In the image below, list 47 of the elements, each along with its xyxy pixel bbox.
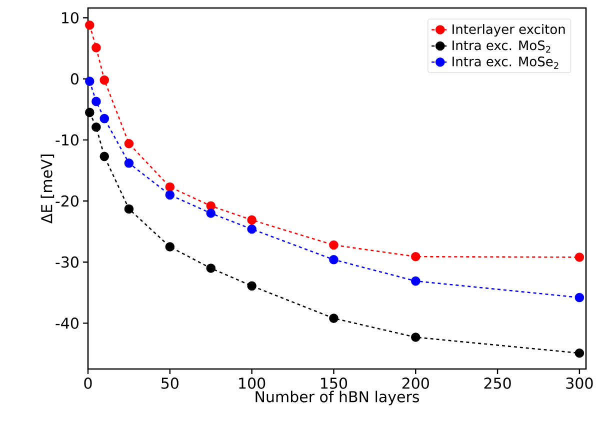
legend-label: Intra exc. MoS$_{2}$ xyxy=(452,40,550,53)
point xyxy=(329,314,338,323)
point xyxy=(206,208,216,218)
point xyxy=(329,255,338,264)
point xyxy=(247,224,256,234)
x-tick-label: 100 xyxy=(239,378,266,389)
point xyxy=(92,96,101,106)
point xyxy=(247,281,256,291)
y-tick-label: 10 xyxy=(62,12,78,24)
point xyxy=(247,215,256,225)
point xyxy=(165,190,175,200)
y-axis-title: ΔE [meV] xyxy=(40,154,54,224)
point xyxy=(124,204,134,214)
y-tick-label: -30 xyxy=(56,256,78,268)
point xyxy=(84,108,94,118)
point xyxy=(165,242,175,252)
point xyxy=(574,348,584,358)
x-tick-label: 250 xyxy=(484,378,511,389)
point xyxy=(100,114,110,124)
point xyxy=(574,292,584,302)
x-tick-label: 200 xyxy=(402,378,429,389)
x-tick-label: 50 xyxy=(162,378,178,389)
y-tick-label: 0 xyxy=(70,73,78,85)
legend-label: Interlayer exciton xyxy=(452,24,565,37)
x-axis-title: Number of hBN layers xyxy=(256,390,419,406)
point xyxy=(124,158,134,168)
point xyxy=(410,252,420,262)
x-tick-label: 150 xyxy=(321,378,348,389)
point xyxy=(206,264,216,273)
point xyxy=(410,332,420,342)
point xyxy=(84,20,94,30)
point xyxy=(100,152,110,162)
point xyxy=(165,182,175,192)
point xyxy=(92,43,101,52)
point xyxy=(329,240,338,250)
x-tick-label: 0 xyxy=(84,378,92,389)
point xyxy=(574,252,584,262)
x-tick-label: 300 xyxy=(566,378,593,389)
y-tick-label: -10 xyxy=(56,134,78,146)
y-tick-label: -20 xyxy=(56,195,78,207)
point xyxy=(124,138,134,148)
point xyxy=(100,75,110,85)
point xyxy=(84,76,94,86)
point xyxy=(92,122,101,132)
y-tick-label: -40 xyxy=(56,318,78,329)
point xyxy=(410,276,420,286)
legend-label: Intra exc. MoSe$_{2}$ xyxy=(452,56,558,69)
